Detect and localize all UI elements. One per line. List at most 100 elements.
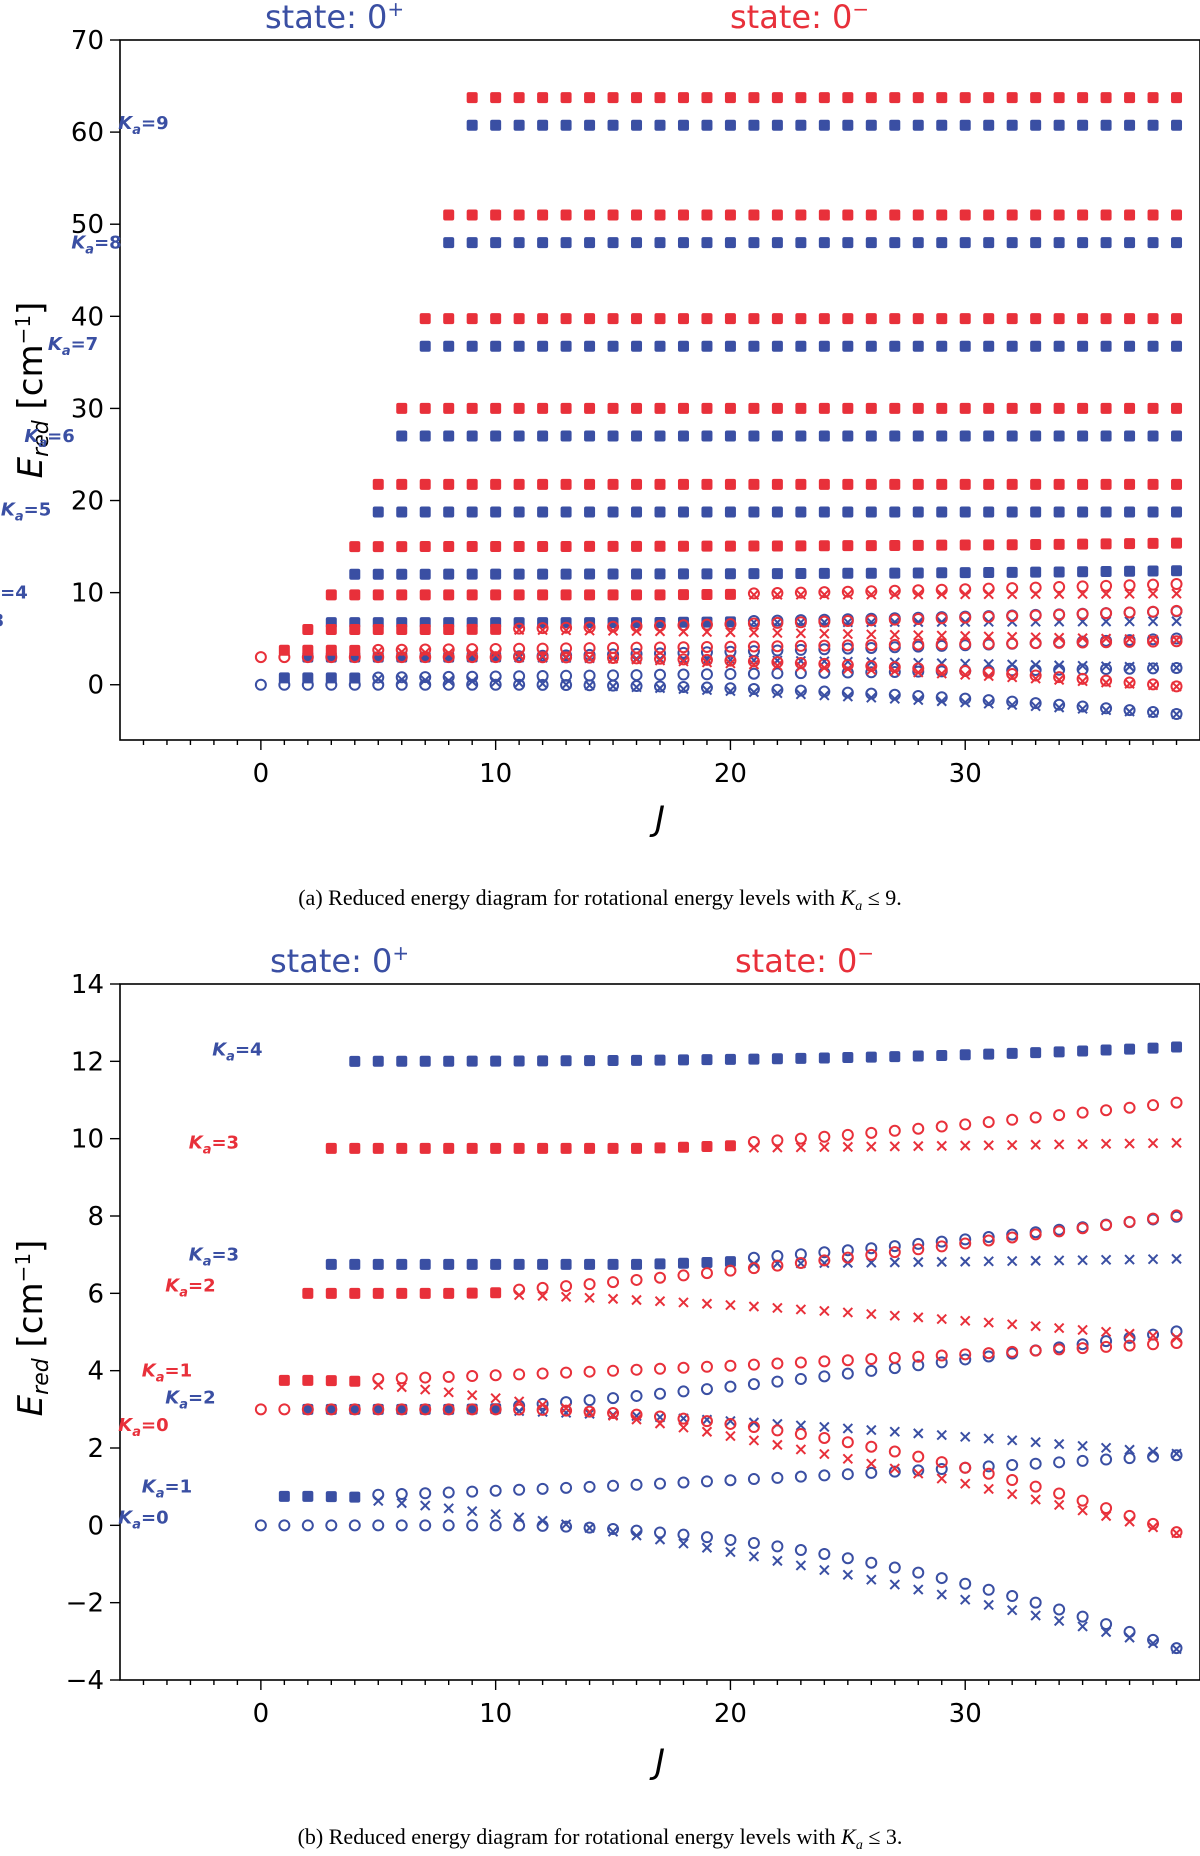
- data-point: [1077, 402, 1089, 414]
- data-point: [584, 237, 596, 249]
- data-point: [865, 585, 878, 598]
- data-point: [818, 237, 830, 249]
- data-point: [654, 1410, 666, 1423]
- data-point: [302, 644, 314, 656]
- data-point: [772, 660, 783, 671]
- data-point: [700, 1415, 713, 1428]
- data-point: [443, 568, 455, 580]
- data-point: [560, 506, 572, 518]
- data-point: [1006, 1474, 1019, 1487]
- data-point: [771, 92, 783, 104]
- ka-label: Ka=7: [48, 334, 98, 359]
- data-point: [725, 627, 736, 638]
- data-point: [795, 1142, 807, 1153]
- data-point: [960, 1431, 971, 1443]
- data-point: [771, 506, 783, 518]
- data-point: [584, 540, 596, 552]
- data-point: [748, 340, 760, 352]
- data-point: [865, 1248, 878, 1261]
- data-point: [701, 506, 713, 518]
- data-point: [1124, 633, 1135, 645]
- data-point: [489, 651, 502, 664]
- data-point: [396, 646, 407, 658]
- data-point: [489, 1369, 502, 1382]
- data-point: [794, 1428, 807, 1441]
- data-point: [772, 1302, 783, 1314]
- data-point: [700, 646, 713, 659]
- data-point: [865, 666, 878, 679]
- data-point: [466, 1142, 478, 1154]
- data-point: [818, 615, 831, 628]
- ka-label: Ka=0: [118, 1508, 168, 1533]
- data-point: [960, 1594, 971, 1605]
- data-point: [912, 209, 924, 221]
- data-point: [1124, 402, 1136, 414]
- data-point: [466, 478, 478, 490]
- data-point: [654, 1534, 666, 1545]
- data-point: [654, 92, 666, 104]
- data-point: [654, 402, 666, 414]
- data-point: [1100, 1453, 1113, 1466]
- data-point: [1030, 1610, 1041, 1621]
- data-point: [1123, 606, 1136, 619]
- data-point: [842, 628, 854, 640]
- data-point: [584, 340, 596, 352]
- data-point: [936, 506, 948, 518]
- data-point: [771, 119, 783, 131]
- data-point: [771, 313, 783, 325]
- data-point: [889, 1051, 901, 1063]
- data-point: [936, 313, 948, 325]
- data-point: [466, 1389, 478, 1401]
- data-point: [1100, 661, 1112, 672]
- data-point: [983, 670, 994, 682]
- data-point: [1147, 616, 1159, 627]
- data-point: [959, 119, 971, 131]
- data-point: [466, 1403, 479, 1416]
- data-point: [560, 1481, 573, 1494]
- data-point: [959, 611, 972, 624]
- data-point: [1171, 119, 1183, 131]
- data-point: [560, 92, 572, 104]
- data-point: [936, 119, 948, 131]
- data-point: [701, 684, 713, 696]
- data-point: [1123, 676, 1136, 689]
- data-point: [654, 313, 666, 325]
- data-point: [584, 1142, 596, 1154]
- data-point: [1029, 669, 1042, 682]
- data-point: [771, 430, 783, 442]
- data-point: [1123, 662, 1136, 675]
- data-point: [936, 668, 947, 679]
- data-point: [842, 313, 854, 325]
- data-point: [1077, 1505, 1088, 1516]
- data-point: [1100, 1618, 1113, 1631]
- data-point: [1123, 579, 1136, 592]
- data-point: [747, 1473, 760, 1486]
- data-point: [1170, 604, 1183, 617]
- data-point: [1171, 313, 1183, 325]
- data-point: [654, 1526, 666, 1539]
- data-point: [1006, 1435, 1018, 1446]
- chart-b-ticks: 0 10 20 30 −4 −2 0 2 4 6 8 10 12 14: [66, 970, 1178, 1729]
- data-point: [841, 639, 854, 652]
- data-point: [1100, 1626, 1112, 1638]
- data-point: [960, 697, 971, 708]
- data-point: [865, 614, 878, 627]
- data-point: [1147, 313, 1159, 325]
- data-point: [794, 1356, 807, 1369]
- ka-label: Ka=3: [0, 610, 4, 635]
- y-tick-label: 0: [87, 1511, 104, 1541]
- data-point: [866, 1141, 877, 1152]
- data-point: [724, 430, 736, 442]
- data-point: [771, 1540, 784, 1553]
- data-point: [1171, 1527, 1182, 1539]
- data-point: [395, 671, 408, 684]
- data-point: [912, 1122, 925, 1135]
- data-point: [1030, 119, 1042, 131]
- data-point: [771, 568, 783, 580]
- data-point: [372, 568, 384, 580]
- data-point: [373, 1495, 384, 1507]
- data-point: [841, 1367, 854, 1380]
- data-point: [513, 650, 525, 661]
- data-point: [889, 616, 900, 628]
- data-point: [888, 665, 901, 678]
